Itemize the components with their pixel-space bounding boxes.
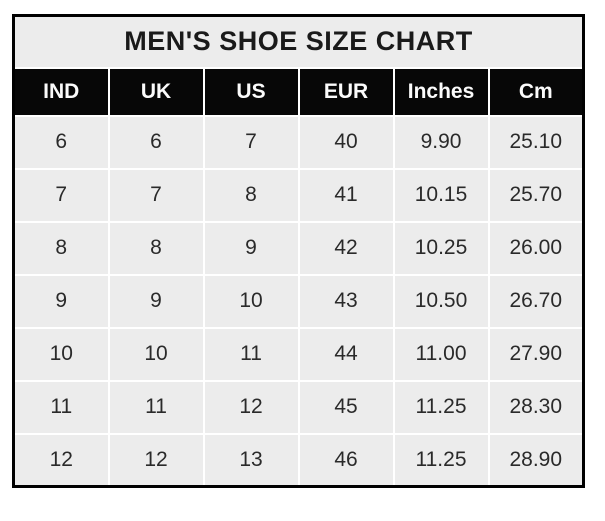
table-row: 10 10 11 44 11.00 27.90 bbox=[12, 326, 585, 382]
table-cell: 11 bbox=[12, 379, 110, 435]
shoe-size-chart: MEN'S SHOE SIZE CHART IND UK US EUR Inch… bbox=[12, 14, 585, 488]
table-cell: 13 bbox=[202, 432, 300, 488]
table-cell: 43 bbox=[297, 273, 395, 329]
column-header-ind: IND bbox=[12, 66, 110, 117]
table-cell: 8 bbox=[107, 220, 205, 276]
table-cell: 28.90 bbox=[487, 432, 585, 488]
title-row: MEN'S SHOE SIZE CHART bbox=[12, 14, 585, 69]
column-header-cm: Cm bbox=[487, 66, 585, 117]
table-cell: 25.70 bbox=[487, 167, 585, 223]
table-cell: 12 bbox=[107, 432, 205, 488]
column-header-us: US bbox=[202, 66, 300, 117]
table-cell: 10 bbox=[107, 326, 205, 382]
table-cell: 11 bbox=[202, 326, 300, 382]
table-cell: 10.50 bbox=[392, 273, 490, 329]
table-cell: 26.00 bbox=[487, 220, 585, 276]
page-title: MEN'S SHOE SIZE CHART bbox=[12, 14, 585, 69]
table-cell: 10.25 bbox=[392, 220, 490, 276]
table-cell: 27.90 bbox=[487, 326, 585, 382]
table-row: 8 8 9 42 10.25 26.00 bbox=[12, 220, 585, 276]
table-row: 9 9 10 43 10.50 26.70 bbox=[12, 273, 585, 329]
table-cell: 40 bbox=[297, 114, 395, 170]
table-cell: 10 bbox=[202, 273, 300, 329]
table-cell: 42 bbox=[297, 220, 395, 276]
table-row: 7 7 8 41 10.15 25.70 bbox=[12, 167, 585, 223]
table-cell: 10.15 bbox=[392, 167, 490, 223]
table-cell: 11.00 bbox=[392, 326, 490, 382]
table-cell: 10 bbox=[12, 326, 110, 382]
table-cell: 44 bbox=[297, 326, 395, 382]
table-cell: 6 bbox=[12, 114, 110, 170]
table-row: 11 11 12 45 11.25 28.30 bbox=[12, 379, 585, 435]
table-cell: 9 bbox=[202, 220, 300, 276]
table-cell: 12 bbox=[202, 379, 300, 435]
column-header-inches: Inches bbox=[392, 66, 490, 117]
table-cell: 9 bbox=[12, 273, 110, 329]
table-cell: 26.70 bbox=[487, 273, 585, 329]
table-cell: 11 bbox=[107, 379, 205, 435]
table-cell: 7 bbox=[107, 167, 205, 223]
column-header-eur: EUR bbox=[297, 66, 395, 117]
table-cell: 7 bbox=[202, 114, 300, 170]
table-cell: 8 bbox=[12, 220, 110, 276]
column-header-uk: UK bbox=[107, 66, 205, 117]
table-cell: 28.30 bbox=[487, 379, 585, 435]
table-cell: 11.25 bbox=[392, 432, 490, 488]
header-row: IND UK US EUR Inches Cm bbox=[12, 66, 585, 117]
table-cell: 7 bbox=[12, 167, 110, 223]
table-cell: 25.10 bbox=[487, 114, 585, 170]
table-cell: 41 bbox=[297, 167, 395, 223]
table-row: 6 6 7 40 9.90 25.10 bbox=[12, 114, 585, 170]
table-cell: 12 bbox=[12, 432, 110, 488]
table-body: 6 6 7 40 9.90 25.10 7 7 8 41 10.15 25.70 8 8 9 42 10.25 2… bbox=[12, 114, 585, 488]
table-cell: 11.25 bbox=[392, 379, 490, 435]
table-cell: 46 bbox=[297, 432, 395, 488]
table-cell: 9 bbox=[107, 273, 205, 329]
table-cell: 45 bbox=[297, 379, 395, 435]
table-row: 12 12 13 46 11.25 28.90 bbox=[12, 432, 585, 488]
table-cell: 9.90 bbox=[392, 114, 490, 170]
size-conversion-table: MEN'S SHOE SIZE CHART IND UK US EUR Inch… bbox=[12, 14, 585, 488]
table-cell: 6 bbox=[107, 114, 205, 170]
table-cell: 8 bbox=[202, 167, 300, 223]
